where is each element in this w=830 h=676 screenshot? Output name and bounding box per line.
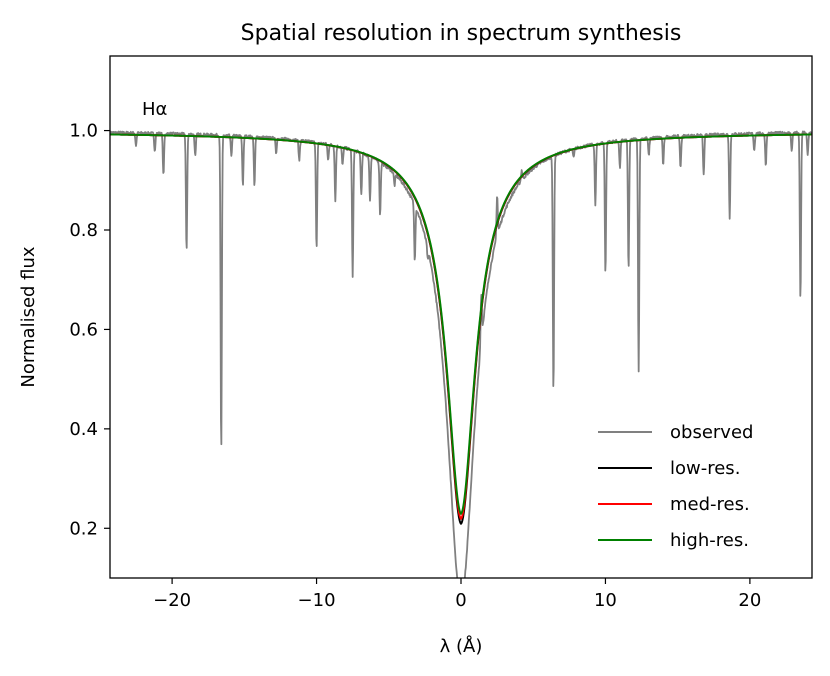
x-tick-label: −10 <box>298 590 336 611</box>
legend: observed low-res. med-res. high-res. <box>598 422 753 551</box>
chart-title: Spatial resolution in spectrum synthesis <box>241 21 682 46</box>
x-ticks: −20 −10 0 10 20 <box>153 578 761 611</box>
y-ticks: 0.2 0.4 0.6 0.8 1.0 <box>69 121 110 539</box>
legend-label: observed <box>670 422 753 443</box>
legend-label: high-res. <box>670 530 749 551</box>
y-tick-label: 0.4 <box>69 419 98 440</box>
h-alpha-annotation: Hα <box>142 99 167 120</box>
y-tick-label: 0.8 <box>69 220 98 241</box>
series-line-high-res <box>110 133 812 515</box>
y-tick-label: 0.2 <box>69 518 98 539</box>
x-tick-label: 20 <box>738 590 761 611</box>
y-tick-label: 0.6 <box>69 319 98 340</box>
x-tick-label: 10 <box>594 590 617 611</box>
legend-label: med-res. <box>670 494 750 515</box>
y-axis-label: Normalised flux <box>18 246 39 387</box>
plot-lines <box>110 130 812 578</box>
legend-label: low-res. <box>670 458 740 479</box>
x-tick-label: −20 <box>153 590 191 611</box>
x-tick-label: 0 <box>455 590 466 611</box>
x-axis-label: λ (Å) <box>440 635 483 657</box>
y-tick-label: 1.0 <box>69 121 98 142</box>
